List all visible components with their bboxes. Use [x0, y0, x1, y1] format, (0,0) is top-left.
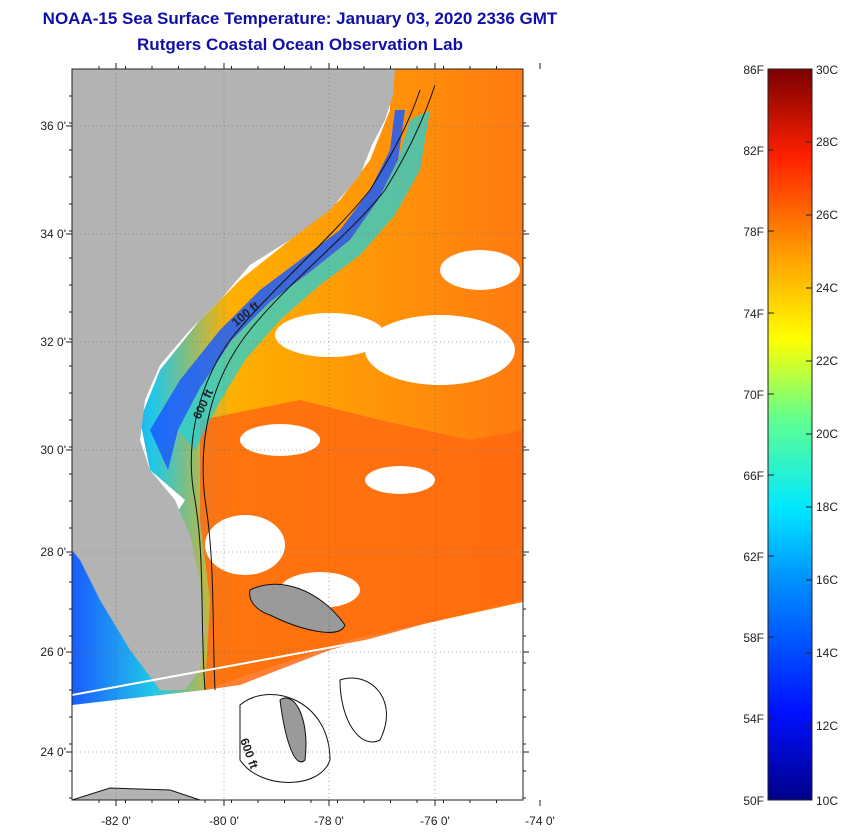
fahrenheit-label: 62F	[743, 550, 764, 564]
fahrenheit-label: 50F	[743, 794, 764, 808]
colorbar: 86F 82F 78F 74F 70F 66F 62F 58F 54F 50F …	[743, 63, 838, 808]
fahrenheit-label: 86F	[743, 63, 764, 77]
isobath-600ft	[202, 84, 436, 691]
fahrenheit-label: 78F	[743, 225, 764, 239]
lon-label: -80 0'	[209, 814, 239, 828]
bahamas-bank	[249, 583, 346, 633]
axis-ticks	[66, 63, 541, 806]
fahrenheit-labels: 86F 82F 78F 74F 70F 66F 62F 58F 54F 50F	[743, 63, 764, 808]
fahrenheit-label: 70F	[743, 388, 764, 402]
isobath-100ft	[190, 89, 421, 691]
coastal-teal-band	[178, 110, 430, 450]
lon-label: -76 0'	[420, 814, 450, 828]
map-panel	[72, 69, 523, 800]
celsius-label: 28C	[816, 135, 838, 149]
bank-outline	[339, 677, 387, 743]
latitude-labels: 36 0' 34 0' 32 0' 30 0' 28 0' 26 0' 24 0…	[40, 119, 66, 759]
celsius-label: 22C	[816, 354, 838, 368]
lat-label: 36 0'	[40, 119, 66, 133]
land-mass	[72, 69, 395, 690]
map-title: NOAA-15 Sea Surface Temperature: January…	[42, 9, 558, 28]
celsius-label: 14C	[816, 646, 838, 660]
lon-label: -78 0'	[314, 814, 344, 828]
fahrenheit-label: 74F	[743, 307, 764, 321]
lon-label: -82 0'	[101, 814, 131, 828]
lon-label: -74 0'	[525, 814, 555, 828]
celsius-label: 30C	[816, 63, 838, 77]
lat-label: 34 0'	[40, 227, 66, 241]
fahrenheit-label: 82F	[743, 144, 764, 158]
celsius-label: 10C	[816, 794, 838, 808]
lat-label: 24 0'	[40, 745, 66, 759]
coastal-cool-band	[150, 110, 405, 470]
colorbar-scale	[767, 68, 813, 801]
lat-label: 32 0'	[40, 335, 66, 349]
lat-label: 26 0'	[40, 645, 66, 659]
map-subtitle: Rutgers Coastal Ocean Observation Lab	[137, 35, 463, 54]
fahrenheit-label: 54F	[743, 712, 764, 726]
celsius-label: 20C	[816, 427, 838, 441]
celsius-labels: 30C 28C 26C 24C 22C 20C 18C 16C 14C 12C …	[816, 63, 838, 808]
andros-island	[279, 697, 307, 763]
map-frame	[71, 68, 524, 801]
fahrenheit-label: 66F	[743, 469, 764, 483]
cuba-land	[72, 787, 201, 800]
celsius-label: 16C	[816, 573, 838, 587]
cloud-cover	[205, 250, 520, 608]
fahrenheit-label: 58F	[743, 631, 764, 645]
bank-outline	[239, 694, 331, 783]
celsius-label: 24C	[816, 281, 838, 295]
lat-label: 30 0'	[40, 443, 66, 457]
swath-edge-line	[72, 611, 523, 696]
celsius-label: 12C	[816, 719, 838, 733]
longitude-labels: -82 0' -80 0' -78 0' -76 0' -74 0'	[101, 814, 555, 828]
lat-label: 28 0'	[40, 545, 66, 559]
celsius-label: 26C	[816, 208, 838, 222]
celsius-label: 18C	[816, 500, 838, 514]
